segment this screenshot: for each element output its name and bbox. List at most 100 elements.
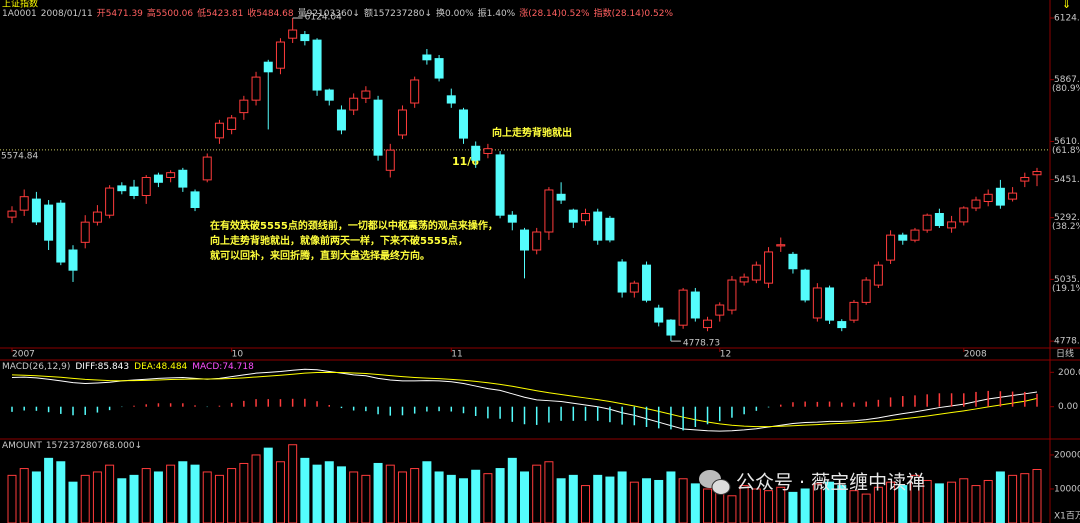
candle-body bbox=[703, 319, 713, 329]
info-extra: 振1.40% bbox=[478, 7, 516, 19]
candle-body bbox=[483, 148, 493, 154]
candle-body bbox=[397, 109, 407, 136]
legend-name: DEA: bbox=[134, 362, 156, 372]
candle-body bbox=[239, 99, 249, 114]
candle-body bbox=[617, 261, 627, 293]
candle-body bbox=[288, 29, 298, 39]
volume-bar bbox=[275, 461, 285, 523]
x-tick-label: 10 bbox=[232, 350, 244, 360]
volume-bar bbox=[959, 478, 969, 523]
volume-bar bbox=[886, 481, 896, 523]
candle-body bbox=[983, 193, 993, 202]
volume-bar bbox=[983, 479, 993, 523]
legend: MACD(26,12,9) DIFF:85.843 DEA:48.484 MACD:7… bbox=[2, 362, 254, 372]
trough-label: 4778.73 bbox=[683, 339, 720, 349]
fib-note: (19.1%) bbox=[1052, 284, 1080, 294]
volume-bar bbox=[703, 488, 713, 523]
candle-body bbox=[690, 291, 700, 319]
volume-bar bbox=[373, 462, 383, 523]
legend-value: 48.484 bbox=[156, 362, 188, 372]
volume-bar bbox=[446, 474, 456, 523]
y-tick-label: 5610.1 bbox=[1054, 137, 1080, 147]
candle-body bbox=[275, 41, 285, 69]
volume-bar bbox=[788, 491, 798, 523]
candle-body bbox=[739, 276, 749, 283]
volume-bar bbox=[800, 488, 810, 523]
info-label: 高 bbox=[147, 7, 156, 19]
annotation: 就可以回补，来回折腾，直到大盘选择最终方向。 bbox=[210, 249, 430, 262]
y-tick-label: 200000 bbox=[1054, 450, 1080, 460]
volume-bar bbox=[178, 461, 188, 523]
candle-body bbox=[166, 172, 176, 178]
volume-bar bbox=[861, 493, 871, 523]
info-extra: 换0.00% bbox=[436, 7, 474, 19]
candle-body bbox=[190, 191, 200, 209]
volume-bar bbox=[1032, 469, 1042, 523]
candle-body bbox=[44, 204, 54, 241]
info-extra: 额157237280↓ bbox=[364, 7, 432, 19]
annotation: 向上走势背驰就出，就像前两天一样，下来不破5555点， bbox=[210, 234, 468, 247]
candle-body bbox=[471, 145, 481, 161]
macd-line bbox=[11, 368, 1038, 432]
candle-body bbox=[898, 234, 908, 241]
volume-bar bbox=[202, 471, 212, 523]
amount-label: 157237280768.000↓ bbox=[46, 441, 142, 451]
y-tick-label: 5292.6 bbox=[1054, 213, 1080, 223]
candle-body bbox=[642, 264, 652, 301]
candle-body bbox=[1020, 176, 1030, 182]
info-value: 5471.39 bbox=[106, 9, 143, 19]
candle-body bbox=[861, 279, 871, 303]
candle-body bbox=[825, 287, 835, 321]
volume-bar bbox=[251, 454, 261, 523]
candle-body bbox=[910, 229, 920, 241]
volume-bar bbox=[129, 474, 139, 523]
info-extra: 量92103360↓ bbox=[298, 8, 360, 19]
volume-bar bbox=[92, 471, 102, 523]
volume-bar bbox=[825, 481, 835, 523]
candle-body bbox=[837, 321, 847, 329]
candle-body bbox=[458, 109, 468, 139]
candle-body bbox=[556, 193, 566, 201]
candle-body bbox=[532, 231, 542, 251]
candle-body bbox=[56, 202, 66, 263]
volume-bar bbox=[288, 444, 298, 523]
volume-bar bbox=[349, 471, 359, 523]
volume-bar bbox=[971, 485, 981, 523]
volume-bar bbox=[141, 468, 151, 523]
volume-bar bbox=[483, 473, 493, 523]
candle-body bbox=[520, 229, 529, 251]
candle-body bbox=[434, 58, 444, 79]
volume-bar bbox=[776, 486, 786, 523]
volume-bar bbox=[263, 447, 273, 523]
x-tick-label: 2007 bbox=[12, 350, 35, 360]
volume-bar bbox=[7, 474, 17, 523]
volume-bar bbox=[764, 490, 774, 523]
volume-bar bbox=[385, 464, 395, 523]
candle-body bbox=[105, 187, 115, 216]
candle-body bbox=[886, 234, 896, 261]
volume-bar bbox=[629, 481, 639, 523]
legend-name: MACD: bbox=[192, 362, 222, 372]
candle-body bbox=[202, 156, 212, 181]
volume-bar bbox=[44, 457, 54, 523]
volume-bar bbox=[690, 483, 700, 523]
candle-body bbox=[776, 244, 786, 247]
fib-note: (61.8%) bbox=[1052, 146, 1080, 156]
watermark: 公众号 · 薇宝缠中读禅 bbox=[736, 472, 925, 494]
volume-bar bbox=[642, 478, 652, 523]
candle-body bbox=[349, 97, 359, 111]
info-value: 5500.06 bbox=[156, 9, 193, 19]
candle-body bbox=[568, 209, 578, 223]
candle-body bbox=[971, 199, 981, 209]
menu-icon[interactable]: ⇓ bbox=[1062, 0, 1071, 11]
volume-bar bbox=[31, 471, 41, 523]
volume-bar bbox=[312, 464, 322, 523]
fib-note: (38.2%) bbox=[1052, 222, 1080, 232]
candle-body bbox=[324, 89, 334, 101]
info-extra: 涨(28.14)0.52% bbox=[519, 8, 590, 19]
volume-bar bbox=[434, 471, 444, 523]
period-label: 日线 bbox=[1056, 348, 1074, 360]
candle-body bbox=[68, 249, 78, 271]
candle-body bbox=[19, 196, 29, 211]
